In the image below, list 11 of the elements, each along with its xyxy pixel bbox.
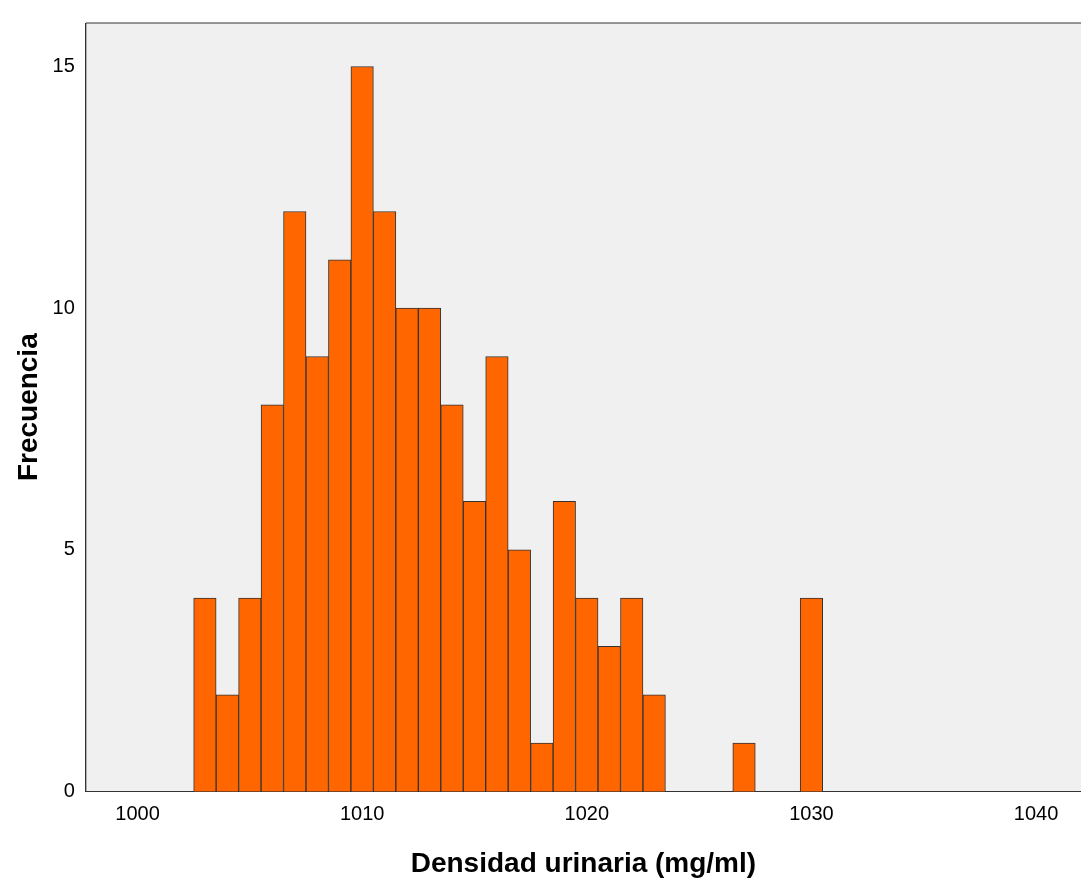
x-tick-label: 1030 xyxy=(789,801,834,824)
x-axis-title: Densidad urinaria (mg/ml) xyxy=(410,846,757,878)
y-tick-label: 0 xyxy=(63,778,75,801)
y-tick-label: 10 xyxy=(52,295,75,318)
y-axis-title: Frecuencia xyxy=(11,332,43,482)
y-tick-label: 15 xyxy=(52,54,75,77)
y-tick-label: 5 xyxy=(63,537,75,560)
x-tick-label: 1040 xyxy=(1013,801,1059,824)
x-tick-label: 1020 xyxy=(564,801,610,824)
x-tick-label: 1000 xyxy=(115,801,160,824)
x-tick-label: 1010 xyxy=(339,801,385,824)
